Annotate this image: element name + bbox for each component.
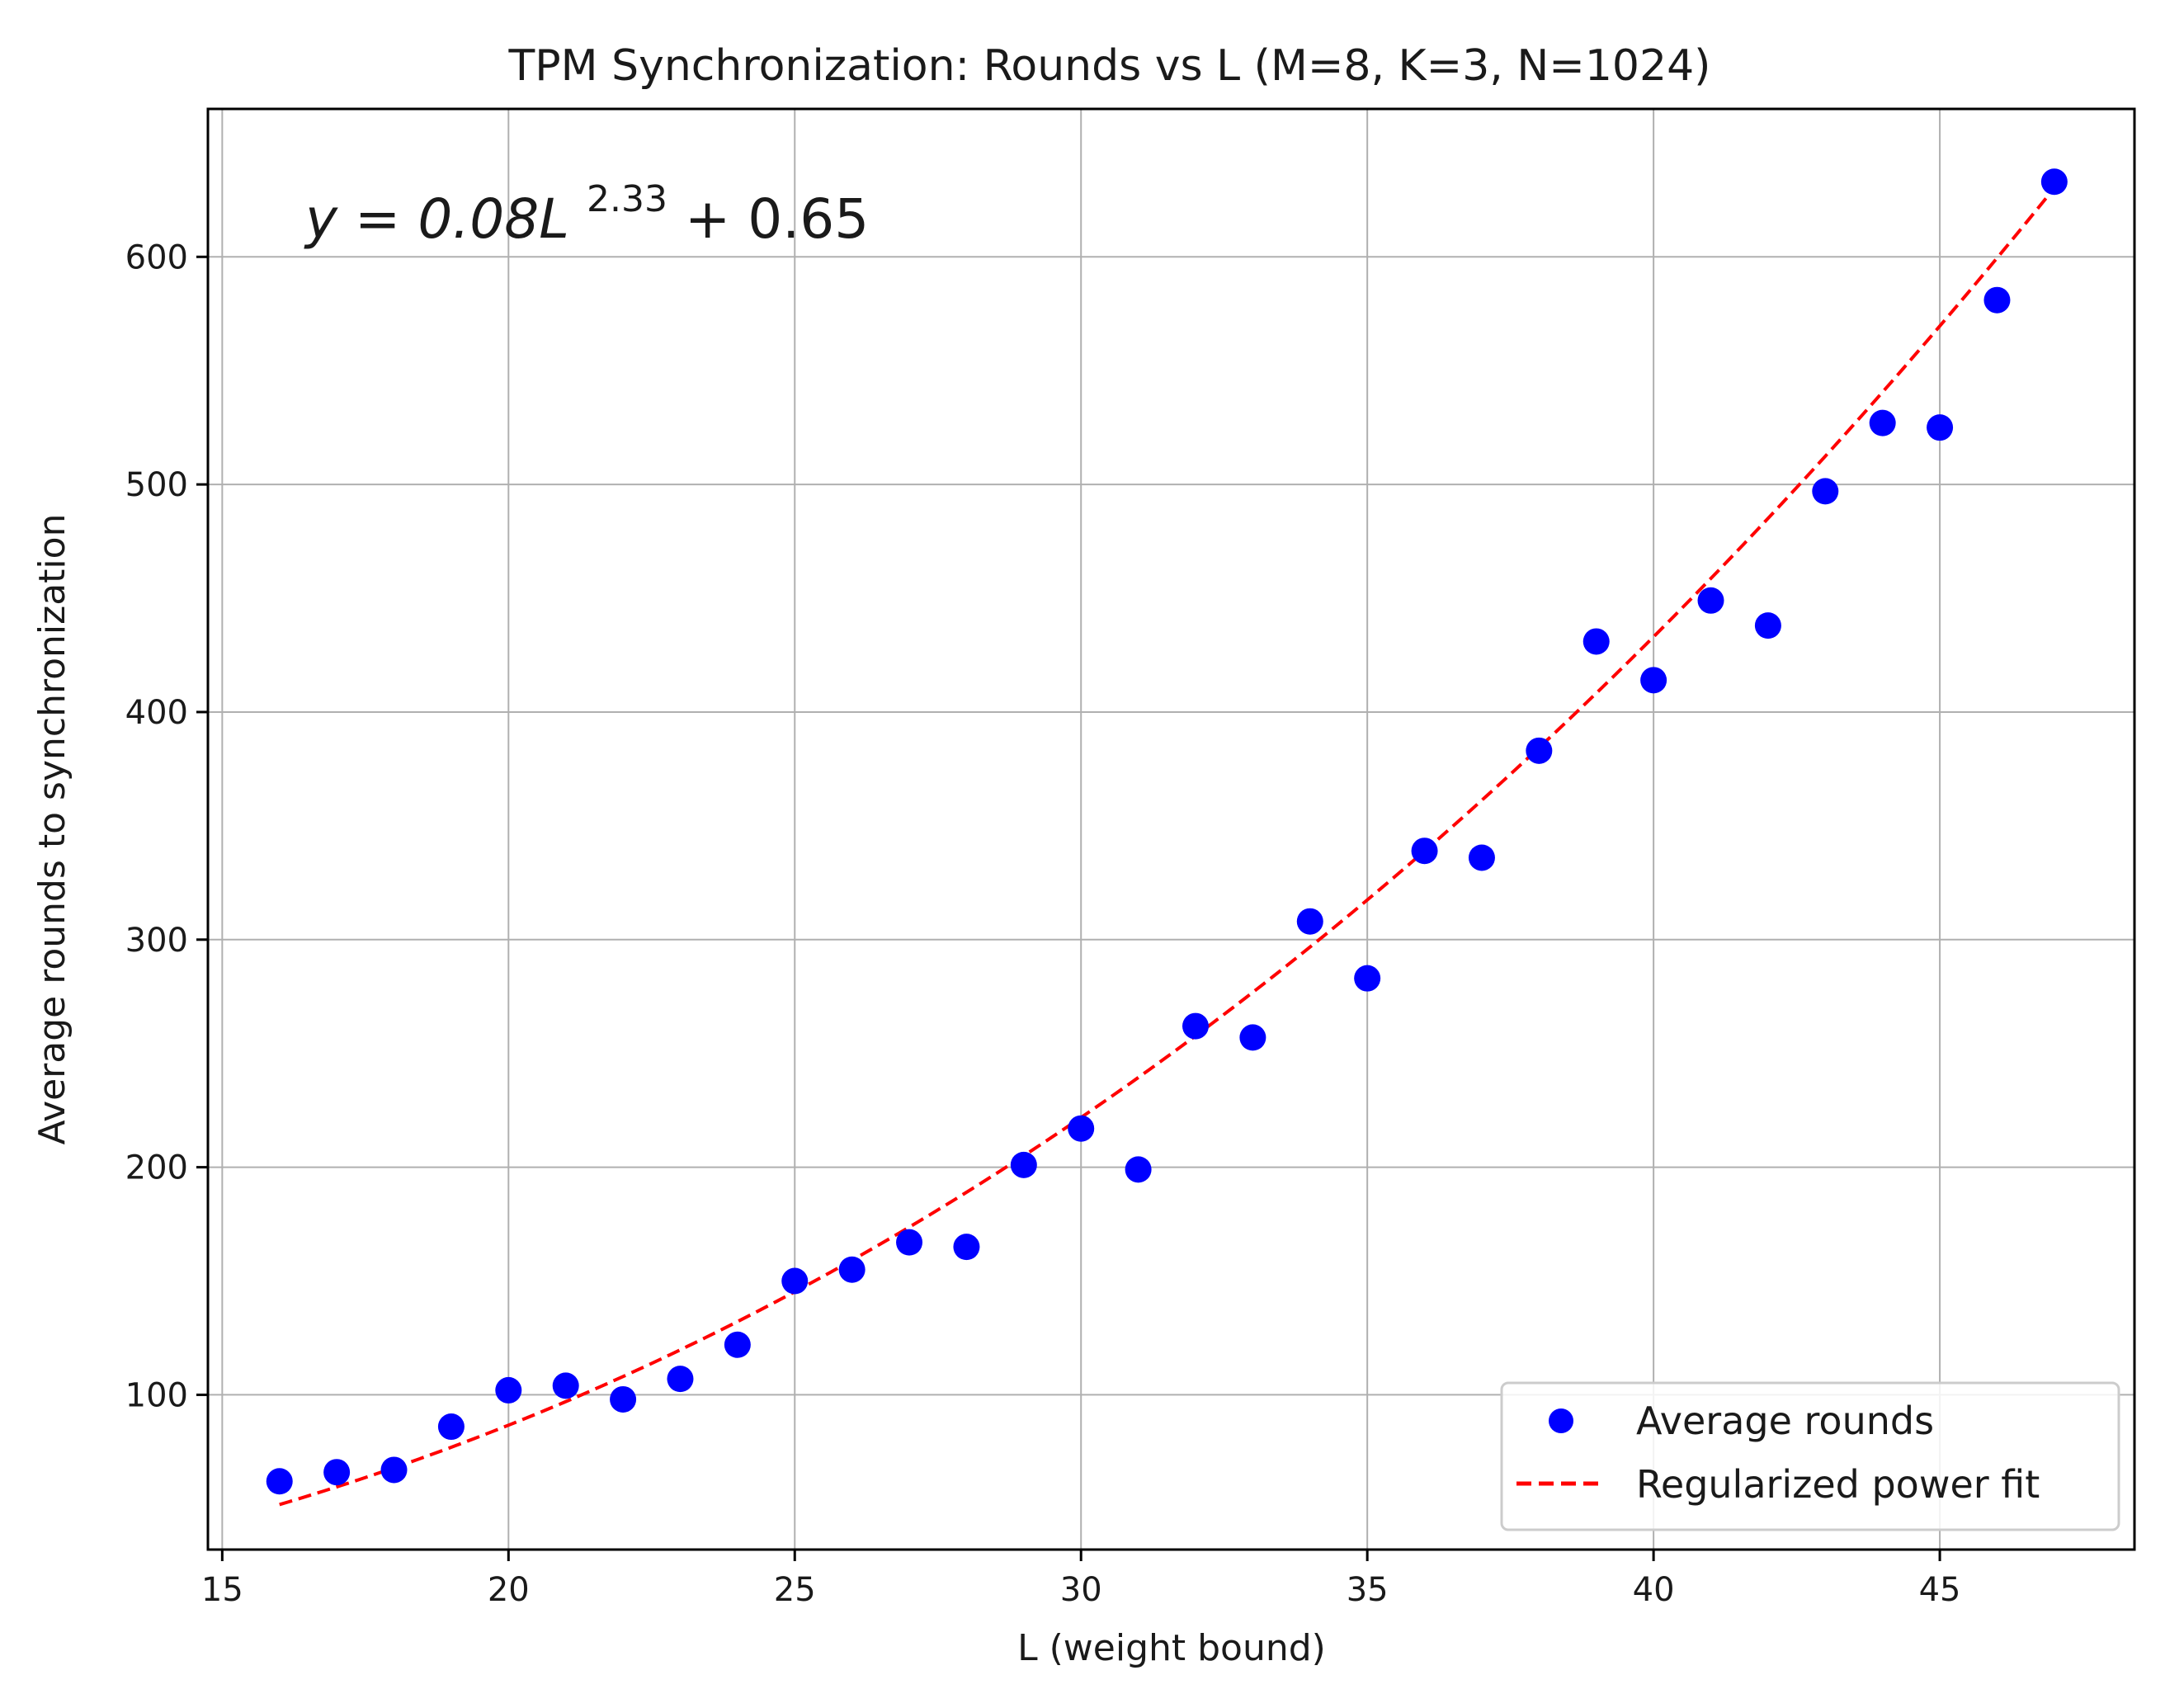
scatter-point bbox=[1812, 478, 1839, 505]
power-fit-line bbox=[279, 186, 2056, 1507]
fit-equation-exponent: 2.33 bbox=[587, 178, 667, 220]
scatter-point bbox=[266, 1468, 293, 1495]
x-tick-label: 15 bbox=[201, 1571, 243, 1609]
scatter-point bbox=[1468, 844, 1495, 871]
x-tick-label: 20 bbox=[488, 1571, 530, 1609]
scatter-point bbox=[552, 1372, 579, 1399]
scatter-point bbox=[724, 1331, 751, 1358]
legend-label-average-rounds: Average rounds bbox=[1636, 1399, 1934, 1443]
chart-title: TPM Synchronization: Rounds vs L (M=8, K… bbox=[508, 41, 1711, 91]
legend: Average rounds Regularized power fit bbox=[1500, 1381, 2120, 1531]
scatter-point bbox=[1526, 737, 1553, 764]
scatter-point bbox=[323, 1459, 351, 1486]
scatter-point bbox=[495, 1376, 522, 1404]
scatter-point bbox=[1983, 286, 2011, 314]
y-axis-label: Average rounds to synchronization bbox=[31, 514, 73, 1145]
scatter-point bbox=[1754, 612, 1781, 639]
scatter-point bbox=[838, 1256, 866, 1283]
plot-frame bbox=[206, 107, 2136, 1551]
scatter-point bbox=[1582, 628, 1610, 655]
fit-equation-suffix: + 0.65 bbox=[685, 187, 869, 251]
scatter-point bbox=[1411, 837, 1438, 865]
fit-equation: y = 0.08L 2.33 + 0.65 bbox=[304, 161, 869, 251]
scatter-point bbox=[1927, 414, 1954, 441]
y-tick-label: 400 bbox=[125, 694, 188, 732]
x-axis-label: L (weight bound) bbox=[1017, 1627, 1326, 1669]
scatter-point bbox=[896, 1229, 923, 1256]
scatter-point bbox=[1697, 587, 1724, 614]
fit-equation-prefix: y = 0.08L bbox=[304, 187, 569, 251]
scatter-point bbox=[1296, 908, 1323, 935]
x-tick-label: 30 bbox=[1060, 1571, 1102, 1609]
scatter-point bbox=[437, 1413, 465, 1441]
scatter-point bbox=[1640, 667, 1667, 694]
y-tick-label: 300 bbox=[125, 922, 188, 960]
scatter-point bbox=[1010, 1151, 1037, 1178]
y-axis-ticks: 100 200 300 400 500 600 bbox=[125, 238, 208, 1414]
scatter-point bbox=[2040, 168, 2068, 196]
scatter-point bbox=[953, 1234, 980, 1261]
scatter-point bbox=[1068, 1115, 1095, 1142]
scatter-point bbox=[1182, 1012, 1209, 1040]
x-tick-label: 35 bbox=[1347, 1571, 1389, 1609]
x-tick-label: 25 bbox=[774, 1571, 816, 1609]
y-tick-label: 600 bbox=[125, 238, 188, 276]
x-tick-label: 45 bbox=[1919, 1571, 1961, 1609]
x-axis-ticks: 15 20 25 30 35 40 45 bbox=[201, 1550, 1961, 1609]
scatter-point bbox=[610, 1385, 637, 1413]
fit-layer bbox=[279, 186, 2056, 1507]
scatter-point bbox=[1125, 1156, 1152, 1183]
scatter-point bbox=[1869, 409, 1896, 436]
scatter-point bbox=[667, 1366, 694, 1393]
legend-box bbox=[1500, 1381, 2120, 1531]
y-tick-label: 100 bbox=[125, 1376, 188, 1414]
legend-marker-average-rounds bbox=[1549, 1408, 1573, 1433]
scatter-point bbox=[380, 1456, 408, 1484]
y-tick-label: 200 bbox=[125, 1149, 188, 1187]
scatter-point bbox=[781, 1267, 809, 1295]
grid bbox=[208, 109, 2134, 1550]
y-tick-label: 500 bbox=[125, 466, 188, 504]
scatter-point bbox=[1239, 1024, 1266, 1051]
scatter-points bbox=[266, 168, 2068, 1495]
legend-label-power-fit: Regularized power fit bbox=[1636, 1462, 2040, 1507]
scatter-point bbox=[1354, 965, 1381, 992]
x-tick-label: 40 bbox=[1633, 1571, 1675, 1609]
